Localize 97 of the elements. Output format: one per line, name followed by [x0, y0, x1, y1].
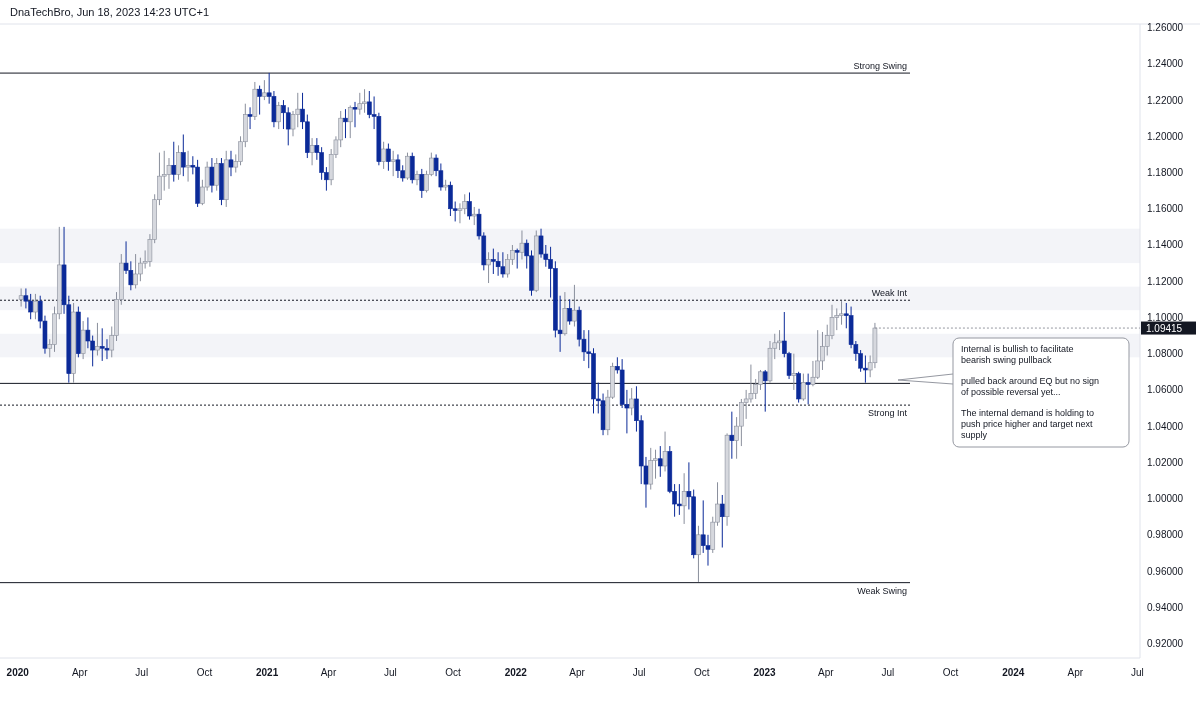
y-tick-label: 1.14000: [1147, 239, 1184, 251]
y-tick-label: 1.00000: [1147, 493, 1184, 505]
x-tick-label: 2024: [1002, 667, 1025, 678]
y-tick-label: 0.92000: [1147, 638, 1184, 650]
ref-line-label: Strong Swing: [853, 61, 907, 72]
y-tick-label: 1.08000: [1147, 348, 1184, 360]
ref-line-label: Weak Swing: [857, 585, 907, 596]
candlestick: [720, 494, 725, 548]
y-tick-label: 1.26000: [1147, 22, 1184, 34]
candlestick: [257, 85, 262, 116]
candlestick: [181, 134, 186, 177]
candlestick: [352, 101, 358, 128]
candlestick: [276, 101, 281, 130]
y-tick-label: 1.20000: [1147, 130, 1184, 142]
candlestick: [662, 431, 668, 472]
y-tick-label: 1.22000: [1147, 94, 1184, 106]
candlestick: [486, 251, 491, 284]
x-tick-label: Apr: [569, 667, 586, 678]
candlestick: [409, 152, 415, 184]
x-tick-label: 2021: [255, 667, 279, 678]
candlestick: [99, 327, 105, 362]
candlestick: [33, 293, 38, 320]
candlestick: [347, 105, 353, 139]
candlestick: [448, 181, 453, 217]
candlestick: [791, 353, 797, 391]
candlestick: [696, 525, 701, 583]
candlestick: [171, 141, 177, 183]
candlestick: [801, 373, 806, 402]
y-tick-label: 1.12000: [1147, 275, 1184, 287]
x-tick-label: 2020: [6, 667, 30, 678]
candlestick: [762, 369, 768, 413]
x-tick-label: Jul: [384, 667, 397, 678]
candlestick: [185, 150, 191, 183]
candlestick: [467, 191, 472, 221]
candlestick: [629, 387, 634, 416]
y-tick-label: 0.94000: [1147, 601, 1184, 613]
candlestick: [80, 320, 86, 360]
candlestick: [681, 472, 687, 525]
candlestick: [729, 411, 735, 460]
x-tick-label: Oct: [445, 667, 462, 678]
x-tick-label: Apr: [1067, 667, 1084, 678]
x-tick-label: Apr: [818, 667, 835, 678]
y-tick-label: 1.18000: [1147, 167, 1184, 179]
x-tick-label: Jul: [632, 667, 646, 678]
candlestick: [209, 157, 215, 193]
text: DnaTechBro, Jun 18, 2023 14:23 UTC+1: [10, 6, 210, 18]
y-tick-label: 1.10000: [1147, 311, 1184, 323]
candlestick: [228, 150, 234, 177]
candlestick: [247, 106, 253, 130]
candlestick: [390, 150, 396, 177]
x-tick-label: Jul: [881, 667, 895, 678]
annotation: pulled back around EQ but no sign of possible reversal yet...: [961, 376, 1100, 397]
candlestick: [395, 153, 401, 179]
candlestick: [386, 143, 391, 172]
candlestick: [18, 287, 24, 308]
candlestick: [471, 206, 477, 226]
candlestick: [648, 447, 654, 491]
candlestick: [414, 170, 420, 186]
x-tick-label: Oct: [694, 667, 710, 678]
candlestick: [176, 144, 181, 181]
candlestick: [514, 248, 520, 270]
candlestick: [285, 106, 291, 146]
candlestick: [95, 322, 100, 356]
candlestick: [214, 157, 219, 192]
candlestick: [405, 152, 410, 181]
candlestick: [572, 284, 577, 328]
x-tick-label: Jul: [1130, 667, 1144, 678]
candlestick: [519, 230, 525, 260]
candlestick: [357, 92, 363, 116]
y-tick-label: 1.04000: [1147, 420, 1184, 432]
x-tick-label: 2022: [504, 667, 528, 678]
x-tick-label: Apr: [320, 667, 337, 678]
candlestick: [262, 79, 267, 101]
x-tick-label: Oct: [942, 667, 959, 678]
x-tick-label: Jul: [135, 667, 149, 678]
y-tick-label: 0.96000: [1147, 565, 1184, 577]
annotation: 1.09415: [1146, 323, 1183, 335]
candlestick: [419, 168, 425, 199]
candlestick: [657, 445, 663, 478]
x-tick-label: 2023: [753, 667, 777, 678]
y-tick-label: 1.06000: [1147, 384, 1184, 396]
annotation: The internal demand is holding to push price higher and target next supply: [961, 408, 1095, 440]
candlestick: [309, 137, 315, 166]
candlestick: [381, 141, 386, 170]
annotation: Internal is bullish to facilitate bearish swing pullback: [961, 344, 1074, 365]
candlestick: [343, 108, 348, 139]
x-tick-label: Apr: [71, 667, 89, 678]
y-tick-label: 1.24000: [1147, 58, 1184, 70]
ref-line-label: Strong Int: [867, 408, 908, 419]
candlestick: [495, 251, 501, 277]
ref-line-label: Weak Int: [871, 288, 908, 299]
x-tick-label: Oct: [196, 667, 213, 678]
candlestick: [805, 373, 811, 405]
y-tick-label: 1.02000: [1147, 456, 1184, 468]
y-tick-label: 0.98000: [1147, 529, 1184, 541]
candlestick: [567, 298, 572, 326]
y-tick-label: 1.16000: [1147, 203, 1184, 215]
